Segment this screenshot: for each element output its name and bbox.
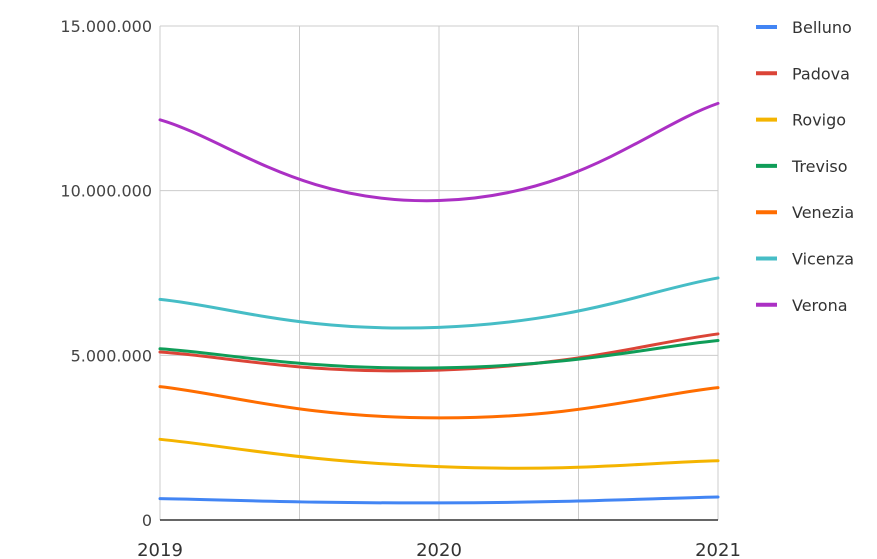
grid <box>159 25 719 521</box>
legend: Belluno Padova Rovigo Treviso Venezia Vicenza… <box>756 18 854 315</box>
legend-label-verona: Verona <box>792 296 848 315</box>
y-tick-label: 15.000.000 <box>60 17 152 36</box>
series-line-belluno <box>158 495 720 505</box>
legend-label-vicenza: Vicenza <box>792 250 854 269</box>
y-axis-ticks: 0 5.000.000 10.000.000 15.000.000 <box>60 17 152 530</box>
legend-label-venezia: Venezia <box>792 203 854 222</box>
series-line-venezia <box>158 385 720 420</box>
y-tick-label: 5.000.000 <box>71 346 152 365</box>
series-line-treviso <box>158 339 720 370</box>
series-line-verona <box>158 101 720 203</box>
legend-label-belluno: Belluno <box>792 18 852 37</box>
x-tick-label: 2020 <box>416 540 462 559</box>
series-lines <box>158 101 720 505</box>
legend-label-treviso: Treviso <box>791 157 848 176</box>
y-tick-label: 10.000.000 <box>60 182 152 201</box>
series-line-padova <box>158 332 720 373</box>
legend-label-rovigo: Rovigo <box>792 111 846 130</box>
y-tick-label: 0 <box>142 511 152 530</box>
x-tick-label: 2021 <box>695 540 741 559</box>
legend-label-padova: Padova <box>792 64 850 83</box>
series-line-vicenza <box>158 276 720 330</box>
x-tick-label: 2019 <box>137 540 183 559</box>
x-axis-ticks: 2019 2020 2021 <box>137 540 741 559</box>
series-line-rovigo <box>158 437 720 470</box>
